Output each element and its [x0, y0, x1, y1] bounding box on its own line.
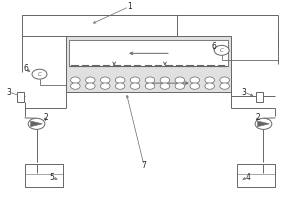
Bar	[256, 92, 262, 102]
Circle shape	[255, 118, 272, 129]
Text: 2: 2	[43, 113, 48, 122]
Circle shape	[190, 77, 200, 83]
Bar	[17, 92, 24, 102]
Circle shape	[85, 77, 95, 83]
Polygon shape	[31, 121, 42, 127]
Circle shape	[175, 77, 184, 83]
Bar	[22, 15, 177, 36]
Circle shape	[100, 83, 110, 89]
Circle shape	[32, 69, 47, 79]
Circle shape	[28, 118, 45, 129]
Circle shape	[220, 83, 230, 89]
Circle shape	[205, 77, 214, 83]
Circle shape	[130, 83, 140, 89]
Circle shape	[160, 83, 170, 89]
Text: 1: 1	[127, 2, 131, 11]
Polygon shape	[258, 121, 269, 127]
Circle shape	[145, 77, 155, 83]
Text: 6: 6	[212, 42, 217, 51]
Circle shape	[214, 45, 229, 55]
Circle shape	[70, 83, 80, 89]
Circle shape	[160, 77, 170, 83]
Circle shape	[100, 77, 110, 83]
Text: 6: 6	[24, 64, 28, 73]
Circle shape	[175, 83, 184, 89]
Text: 3: 3	[7, 88, 11, 97]
Circle shape	[145, 83, 155, 89]
Text: 7: 7	[142, 161, 146, 170]
Circle shape	[190, 83, 200, 89]
Bar	[69, 40, 228, 66]
Circle shape	[116, 77, 125, 83]
Text: 4: 4	[246, 173, 251, 182]
Text: C: C	[38, 72, 41, 77]
Bar	[25, 164, 63, 187]
Bar	[66, 36, 231, 92]
Circle shape	[116, 83, 125, 89]
Circle shape	[220, 77, 230, 83]
Text: C: C	[220, 48, 224, 53]
Text: 2: 2	[255, 113, 260, 122]
Text: 3: 3	[242, 88, 247, 97]
Circle shape	[205, 83, 214, 89]
Circle shape	[85, 83, 95, 89]
Circle shape	[130, 77, 140, 83]
Text: 5: 5	[49, 173, 54, 182]
Circle shape	[70, 77, 80, 83]
Bar	[237, 164, 275, 187]
